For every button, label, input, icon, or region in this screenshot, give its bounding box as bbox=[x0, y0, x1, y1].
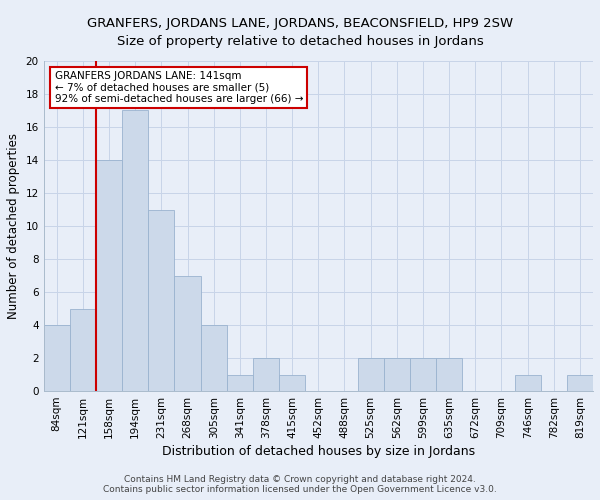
Bar bbox=[358, 358, 384, 391]
Bar bbox=[384, 358, 410, 391]
Bar bbox=[279, 374, 305, 391]
Text: GRANFERS JORDANS LANE: 141sqm
← 7% of detached houses are smaller (5)
92% of sem: GRANFERS JORDANS LANE: 141sqm ← 7% of de… bbox=[55, 71, 303, 104]
Bar bbox=[175, 276, 200, 391]
Bar bbox=[70, 308, 96, 391]
Bar bbox=[227, 374, 253, 391]
Text: Contains HM Land Registry data © Crown copyright and database right 2024.
Contai: Contains HM Land Registry data © Crown c… bbox=[103, 474, 497, 494]
Y-axis label: Number of detached properties: Number of detached properties bbox=[7, 133, 20, 319]
Bar bbox=[200, 325, 227, 391]
Bar bbox=[148, 210, 175, 391]
Bar bbox=[515, 374, 541, 391]
Text: GRANFERS, JORDANS LANE, JORDANS, BEACONSFIELD, HP9 2SW: GRANFERS, JORDANS LANE, JORDANS, BEACONS… bbox=[87, 18, 513, 30]
Bar bbox=[410, 358, 436, 391]
Bar bbox=[567, 374, 593, 391]
Bar bbox=[253, 358, 279, 391]
Bar bbox=[436, 358, 462, 391]
Bar bbox=[96, 160, 122, 391]
Bar bbox=[44, 325, 70, 391]
Text: Size of property relative to detached houses in Jordans: Size of property relative to detached ho… bbox=[116, 35, 484, 48]
Bar bbox=[122, 110, 148, 391]
X-axis label: Distribution of detached houses by size in Jordans: Distribution of detached houses by size … bbox=[162, 445, 475, 458]
